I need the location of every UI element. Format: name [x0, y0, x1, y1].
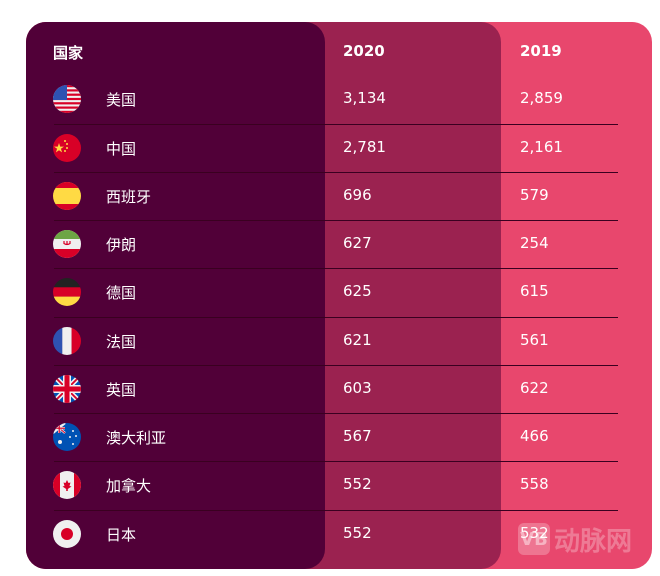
row-divider	[54, 124, 618, 125]
table-row: 日本 552 532	[0, 510, 660, 558]
watermark: VB 动脉网	[518, 522, 633, 557]
value-2019: 2,859	[520, 89, 563, 107]
watermark-text: 动脉网	[554, 526, 633, 557]
row-divider	[54, 220, 618, 221]
germany-flag-icon	[53, 278, 81, 306]
japan-flag-icon	[53, 520, 81, 548]
table-row: 德国 625 615	[0, 268, 660, 316]
country-name: 中国	[106, 140, 137, 158]
uk-flag-icon	[53, 375, 81, 403]
france-flag-icon	[53, 327, 81, 355]
table-row: 西班牙 696 579	[0, 172, 660, 220]
value-2019: 622	[520, 379, 549, 397]
china-flag-icon	[53, 134, 81, 162]
country-name: 澳大利亚	[106, 429, 167, 447]
table-row: 美国 3,134 2,859	[0, 75, 660, 123]
country-name: 日本	[106, 526, 137, 544]
header-2020: 2020	[343, 42, 385, 60]
value-2019: 466	[520, 427, 549, 445]
value-2019: 532	[520, 524, 549, 542]
value-2019: 615	[520, 282, 549, 300]
value-2020: 621	[343, 331, 372, 349]
watermark-logo-icon: VB	[518, 523, 550, 555]
usa-flag-icon	[53, 85, 81, 113]
row-divider	[54, 365, 618, 366]
canada-flag-icon	[53, 471, 81, 499]
value-2020: 552	[343, 475, 372, 493]
australia-flag-icon	[53, 423, 81, 451]
value-2020: 603	[343, 379, 372, 397]
value-2019: 558	[520, 475, 549, 493]
table-header: 国家 2020 2019	[0, 38, 660, 66]
iran-flag-icon	[53, 230, 81, 258]
country-name: 西班牙	[106, 188, 152, 206]
table-row: 澳大利亚 567 466	[0, 413, 660, 461]
header-country: 国家	[53, 44, 84, 62]
row-divider	[54, 268, 618, 269]
country-name: 德国	[106, 284, 137, 302]
country-name: 法国	[106, 333, 137, 351]
value-2020: 625	[343, 282, 372, 300]
value-2020: 552	[343, 524, 372, 542]
value-2020: 3,134	[343, 89, 386, 107]
row-divider	[54, 413, 618, 414]
country-name: 伊朗	[106, 236, 137, 254]
row-divider	[54, 317, 618, 318]
table-row: 加拿大 552 558	[0, 461, 660, 509]
row-divider	[54, 172, 618, 173]
row-divider	[54, 510, 618, 511]
country-name: 美国	[106, 91, 137, 109]
value-2020: 2,781	[343, 138, 386, 156]
row-divider	[54, 461, 618, 462]
spain-flag-icon	[53, 182, 81, 210]
value-2019: 2,161	[520, 138, 563, 156]
country-name: 加拿大	[106, 477, 152, 495]
value-2020: 696	[343, 186, 372, 204]
country-name: 英国	[106, 381, 137, 399]
table-row: 中国 2,781 2,161	[0, 124, 660, 172]
header-2019: 2019	[520, 42, 562, 60]
value-2020: 567	[343, 427, 372, 445]
table-row: 伊朗 627 254	[0, 220, 660, 268]
value-2019: 561	[520, 331, 549, 349]
value-2019: 254	[520, 234, 549, 252]
table-row: 法国 621 561	[0, 317, 660, 365]
value-2020: 627	[343, 234, 372, 252]
table-row: 英国 603 622	[0, 365, 660, 413]
value-2019: 579	[520, 186, 549, 204]
